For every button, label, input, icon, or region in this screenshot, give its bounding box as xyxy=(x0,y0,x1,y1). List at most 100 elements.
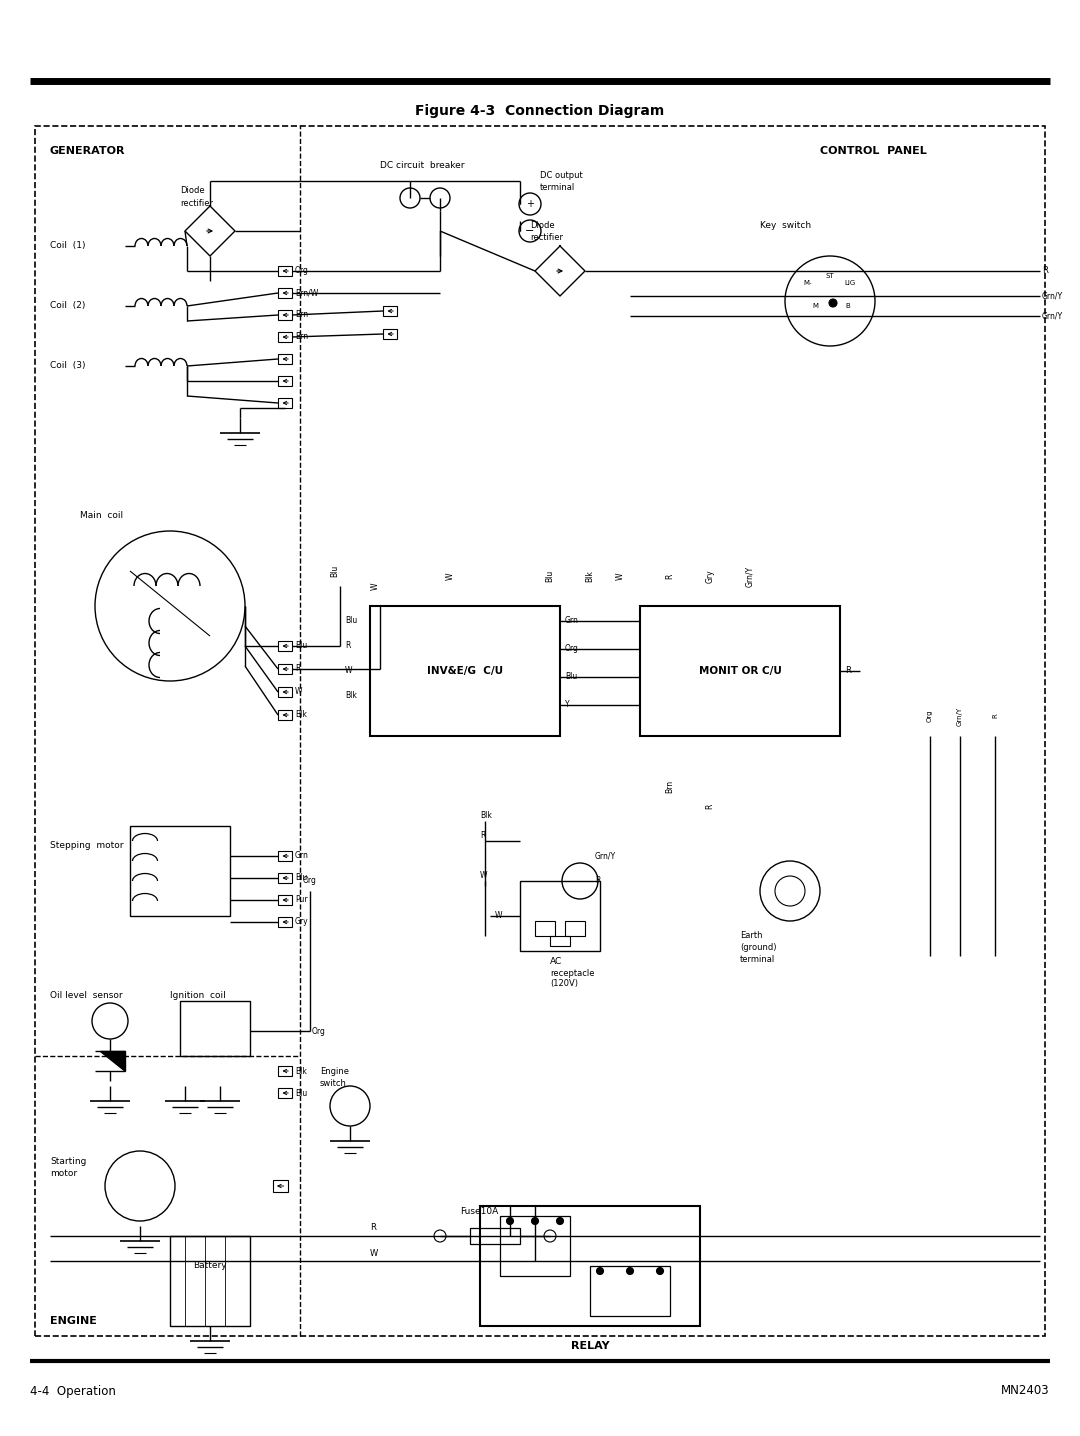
Bar xyxy=(470,1228,519,1244)
Text: W: W xyxy=(295,688,302,696)
Bar xyxy=(272,1180,287,1192)
Circle shape xyxy=(657,1268,663,1275)
Text: Grn/Y: Grn/Y xyxy=(1042,312,1063,320)
Text: R: R xyxy=(993,714,998,718)
Text: CONTROL  PANEL: CONTROL PANEL xyxy=(820,146,927,157)
Text: rectifier: rectifier xyxy=(530,234,563,243)
Text: R: R xyxy=(845,666,851,675)
Bar xyxy=(500,1216,570,1277)
Text: Key  switch: Key switch xyxy=(760,221,811,231)
Bar xyxy=(170,1236,249,1325)
Text: Blk: Blk xyxy=(585,570,594,582)
Bar xyxy=(480,1206,700,1325)
Text: Blu: Blu xyxy=(295,642,307,651)
Text: R: R xyxy=(345,642,350,651)
Text: AC: AC xyxy=(550,956,563,965)
Text: +: + xyxy=(526,200,534,210)
Text: Blu: Blu xyxy=(565,672,577,682)
Circle shape xyxy=(596,1268,604,1275)
Text: Blu: Blu xyxy=(345,616,357,626)
Text: Org: Org xyxy=(295,267,309,276)
Text: receptacle: receptacle xyxy=(550,968,594,978)
Text: Diode: Diode xyxy=(530,221,555,231)
Text: R: R xyxy=(705,803,715,808)
Text: Fuse10A: Fuse10A xyxy=(460,1206,498,1215)
Bar xyxy=(278,873,292,883)
Text: R: R xyxy=(1042,267,1048,276)
Text: MONIT OR C/U: MONIT OR C/U xyxy=(699,666,782,676)
Text: R: R xyxy=(370,1223,376,1232)
Text: 4-4  Operation: 4-4 Operation xyxy=(30,1384,116,1397)
Bar xyxy=(278,376,292,386)
Text: Blu: Blu xyxy=(295,873,307,883)
Text: Earth: Earth xyxy=(740,932,762,941)
Circle shape xyxy=(531,1218,539,1225)
Text: Coil  (2): Coil (2) xyxy=(50,302,85,310)
Text: R: R xyxy=(480,831,485,840)
Text: R: R xyxy=(665,573,675,579)
Text: Brn: Brn xyxy=(295,333,308,342)
Text: GENERATOR: GENERATOR xyxy=(50,146,125,157)
Text: DC circuit  breaker: DC circuit breaker xyxy=(380,161,464,171)
Text: W: W xyxy=(370,582,379,590)
Text: Grn/Y: Grn/Y xyxy=(1042,292,1063,300)
Text: Oil level  sensor: Oil level sensor xyxy=(50,991,123,1001)
Text: Blk: Blk xyxy=(480,811,491,820)
Text: Grn: Grn xyxy=(565,616,579,626)
Text: Pur: Pur xyxy=(295,896,308,905)
Text: (120V): (120V) xyxy=(550,979,578,988)
Bar xyxy=(565,920,585,936)
Text: W: W xyxy=(370,1248,378,1258)
Bar xyxy=(278,663,292,673)
Bar xyxy=(180,1001,249,1055)
Text: Blu: Blu xyxy=(330,564,339,577)
Text: Engine: Engine xyxy=(320,1067,349,1076)
Text: rectifier: rectifier xyxy=(180,200,213,208)
Bar xyxy=(370,606,561,737)
Bar xyxy=(383,329,397,339)
Text: B: B xyxy=(846,303,850,309)
Bar xyxy=(278,1088,292,1099)
Text: Ignition  coil: Ignition coil xyxy=(170,991,226,1001)
Text: Battery: Battery xyxy=(193,1261,227,1271)
Text: Org: Org xyxy=(312,1027,326,1035)
Text: Brn/W: Brn/W xyxy=(295,289,319,297)
Text: Brn: Brn xyxy=(295,310,308,319)
Circle shape xyxy=(829,299,837,307)
Text: W: W xyxy=(480,872,487,880)
Text: Gry: Gry xyxy=(705,569,715,583)
Text: M-: M- xyxy=(804,280,812,286)
Text: W: W xyxy=(446,573,455,580)
Text: Grn/Y: Grn/Y xyxy=(595,852,616,860)
Text: R: R xyxy=(595,876,600,886)
Bar xyxy=(535,920,555,936)
Circle shape xyxy=(556,1218,564,1225)
Text: M: M xyxy=(812,303,818,309)
Bar xyxy=(278,895,292,905)
Text: Stepping  motor: Stepping motor xyxy=(50,841,123,850)
Text: Org: Org xyxy=(303,876,316,886)
Text: LIG: LIG xyxy=(845,280,855,286)
Bar xyxy=(550,936,570,946)
Bar xyxy=(35,126,1045,1335)
Bar xyxy=(519,882,600,951)
Bar xyxy=(278,709,292,719)
Text: Blu: Blu xyxy=(295,1088,307,1097)
Text: RELAY: RELAY xyxy=(570,1341,609,1351)
Text: Coil  (3): Coil (3) xyxy=(50,362,85,370)
Text: Gry: Gry xyxy=(295,918,309,926)
Bar xyxy=(278,1066,292,1076)
Bar xyxy=(640,606,840,737)
Text: Blk: Blk xyxy=(295,1067,307,1076)
Bar xyxy=(590,1267,670,1315)
Text: R: R xyxy=(295,665,300,673)
Text: ST: ST xyxy=(826,273,835,279)
Text: Starting: Starting xyxy=(50,1156,86,1166)
Text: Main  coil: Main coil xyxy=(80,511,123,520)
Bar xyxy=(278,918,292,928)
Text: terminal: terminal xyxy=(740,955,775,965)
Text: Brn: Brn xyxy=(665,780,675,793)
Circle shape xyxy=(507,1218,513,1225)
Text: Diode: Diode xyxy=(180,187,204,195)
Text: DC output: DC output xyxy=(540,171,583,181)
